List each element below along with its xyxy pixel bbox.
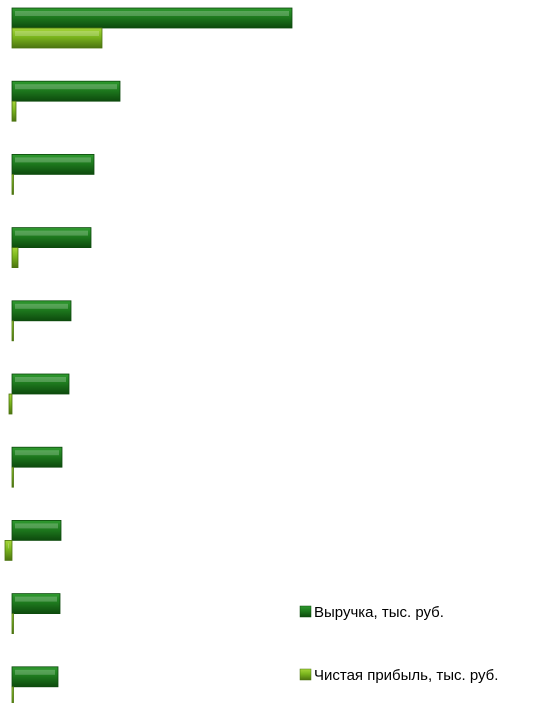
bars-group xyxy=(4,7,293,703)
net-profit-bar-8 xyxy=(4,540,13,561)
revenue-bar-7 xyxy=(11,446,63,468)
net-profit-bar-6 xyxy=(8,393,13,415)
revenue-bar-highlight-5 xyxy=(15,303,68,309)
net-profit-bar-5 xyxy=(11,320,14,342)
revenue-bar-highlight-6 xyxy=(15,377,66,382)
legend-swatch-revenue xyxy=(299,605,312,618)
net-profit-bar-highlight-1 xyxy=(15,31,99,36)
revenue-bar-6 xyxy=(11,373,70,395)
net-profit-bar-9 xyxy=(11,613,14,634)
legend: Выручка, тыс. руб. Чистая прибыль, тыс. … xyxy=(299,604,498,684)
net-profit-bar-highlight-8 xyxy=(8,543,9,549)
net-profit-bar-1 xyxy=(11,27,103,49)
revenue-bar-highlight-7 xyxy=(15,450,59,456)
revenue-bar-3 xyxy=(11,153,95,175)
revenue-bar-9 xyxy=(11,593,61,614)
net-profit-bar-3 xyxy=(11,173,14,195)
revenue-bar-10 xyxy=(11,666,59,688)
revenue-bar-highlight-1 xyxy=(15,11,289,16)
net-profit-bar-2 xyxy=(11,100,17,122)
revenue-bar-highlight-2 xyxy=(15,84,117,90)
revenue-bar-5 xyxy=(11,300,72,322)
legend-label-net-profit: Чистая прибыль, тыс. руб. xyxy=(314,667,498,684)
revenue-bar-highlight-8 xyxy=(15,523,58,529)
revenue-bar-4 xyxy=(11,227,92,249)
revenue-bar-highlight-9 xyxy=(15,596,57,602)
net-profit-bar-4 xyxy=(11,247,19,269)
net-profit-bar-10 xyxy=(11,686,14,703)
revenue-bar-highlight-4 xyxy=(15,230,88,236)
revenue-bar-8 xyxy=(11,520,62,541)
revenue-bar-highlight-3 xyxy=(15,157,91,163)
legend-label-revenue: Выручка, тыс. руб. xyxy=(314,604,444,621)
revenue-bar-2 xyxy=(11,80,121,102)
net-profit-bar-7 xyxy=(11,466,14,488)
revenue-bar-highlight-10 xyxy=(15,669,55,675)
revenue-bar-1 xyxy=(11,7,293,29)
legend-swatch-net-profit xyxy=(299,668,312,681)
